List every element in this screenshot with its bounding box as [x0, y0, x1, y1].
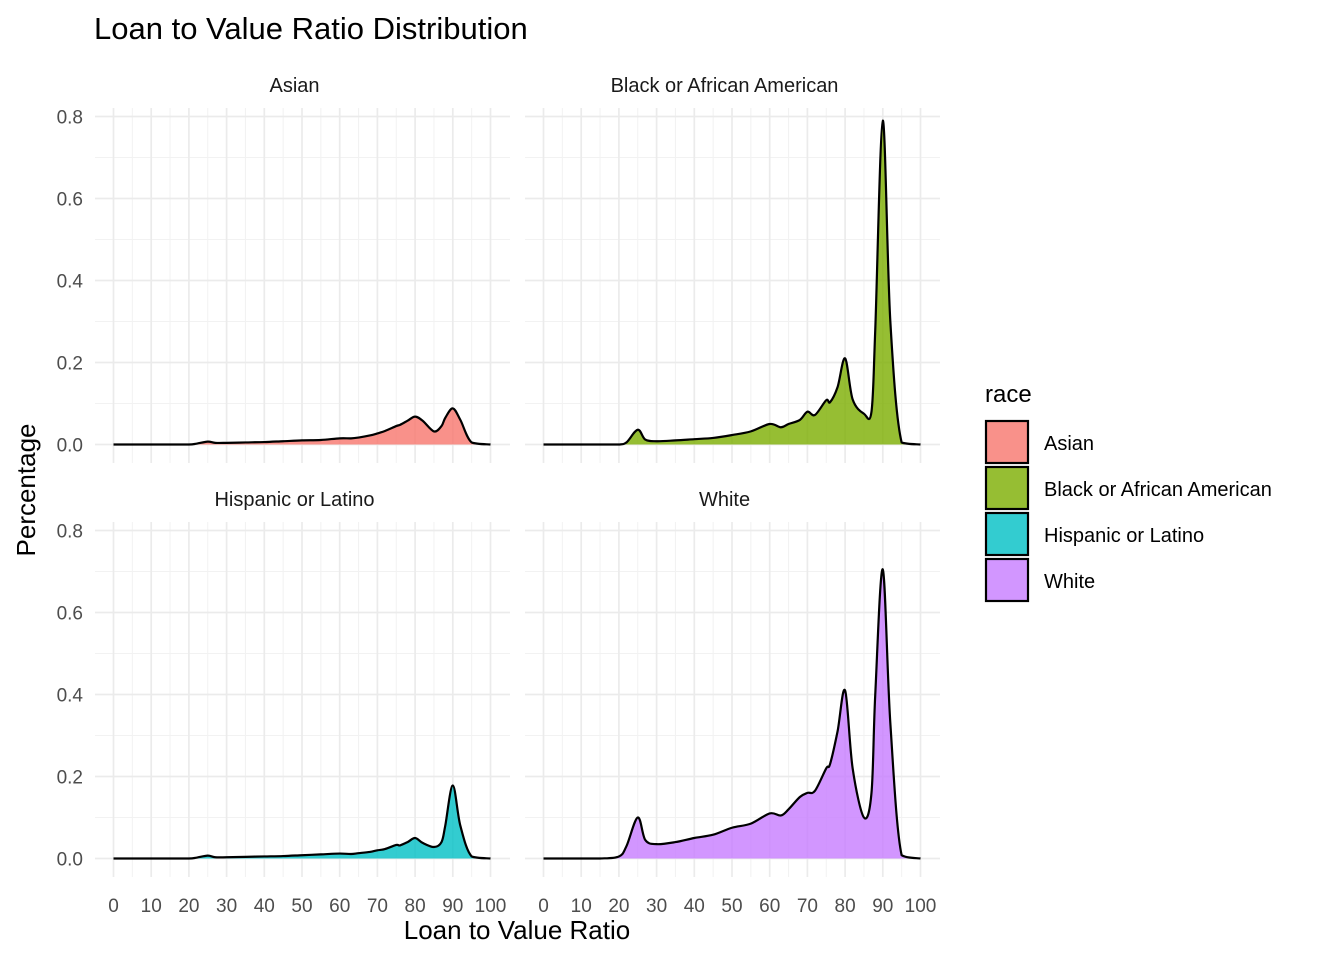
x-tick-label: 10 — [141, 896, 162, 917]
x-tick-label: 0 — [108, 896, 119, 917]
y-tick-label: 0.4 — [57, 272, 84, 293]
facet-strip-label: White — [699, 489, 750, 511]
x-tick-label: 20 — [178, 896, 199, 917]
chart-title: Loan to Value Ratio Distribution — [94, 11, 528, 46]
facet-panel: White 0 10 20 30 40 50 60 70 80 90 100 — [525, 489, 940, 917]
y-tick-label: 0.8 — [57, 108, 83, 129]
x-tick-label: 90 — [442, 896, 463, 917]
x-tick-label: 40 — [684, 896, 705, 917]
x-tick-label: 80 — [405, 896, 426, 917]
x-tick-label: 60 — [329, 896, 350, 917]
x-tick-label: 80 — [835, 896, 856, 917]
x-tick-label: 50 — [291, 896, 312, 917]
y-tick-label: 0.6 — [57, 190, 83, 211]
x-tick-label: 0 — [538, 896, 549, 917]
x-tick-label: 50 — [721, 896, 742, 917]
x-tick-label: 90 — [872, 896, 893, 917]
legend-key — [984, 511, 1030, 557]
x-tick-label: 70 — [797, 896, 818, 917]
legend-key — [984, 557, 1030, 603]
density-area — [113, 785, 491, 859]
x-tick-label: 100 — [475, 896, 507, 917]
density-line — [113, 407, 491, 446]
facet-panel: Hispanic or Latino 0.0 0.2 0.4 0.6 0.8 0 10 20 30… — [57, 489, 510, 917]
density-area — [113, 408, 491, 445]
density-line — [113, 784, 491, 860]
facet-panel: Black or African American — [525, 75, 940, 463]
facet-panels: Asian 0.0 0.2 0.4 0.6 0.8 Black or African Ame… — [57, 75, 940, 917]
facet-panel: Asian 0.0 0.2 0.4 0.6 0.8 — [57, 75, 510, 463]
legend: race Asian Black or African American Hispa… — [984, 381, 1272, 603]
y-tick-label: 0.2 — [57, 768, 83, 789]
facet-strip-label: Asian — [269, 75, 319, 97]
x-tick-label: 20 — [608, 896, 629, 917]
y-tick-label: 0.0 — [57, 436, 83, 457]
x-tick-label: 30 — [216, 896, 237, 917]
legend-key — [984, 465, 1030, 511]
x-tick-label: 30 — [646, 896, 667, 917]
legend-key — [984, 419, 1030, 465]
facet-strip-label: Black or African American — [611, 75, 839, 97]
y-tick-label: 0.0 — [57, 850, 83, 871]
density-area — [543, 569, 921, 859]
facet-strip-label: Hispanic or Latino — [214, 489, 374, 511]
density-line — [543, 119, 921, 446]
legend-label: Black or African American — [1044, 479, 1272, 501]
x-tick-label: 100 — [905, 896, 937, 917]
y-tick-label: 0.4 — [57, 686, 84, 707]
legend-label: White — [1044, 571, 1095, 593]
x-tick-label: 40 — [254, 896, 275, 917]
y-tick-label: 0.6 — [57, 604, 83, 625]
y-axis-title: Percentage — [11, 424, 41, 557]
x-tick-label: 60 — [759, 896, 780, 917]
x-tick-label: 10 — [571, 896, 592, 917]
x-axis-title: Loan to Value Ratio — [404, 915, 630, 945]
legend-label: Hispanic or Latino — [1044, 525, 1204, 547]
x-tick-label: 70 — [367, 896, 388, 917]
legend-label: Asian — [1044, 433, 1094, 455]
y-tick-label: 0.8 — [57, 522, 83, 543]
density-line — [543, 568, 921, 860]
legend-title: race — [985, 381, 1032, 408]
density-area — [543, 120, 921, 445]
y-tick-label: 0.2 — [57, 354, 83, 375]
